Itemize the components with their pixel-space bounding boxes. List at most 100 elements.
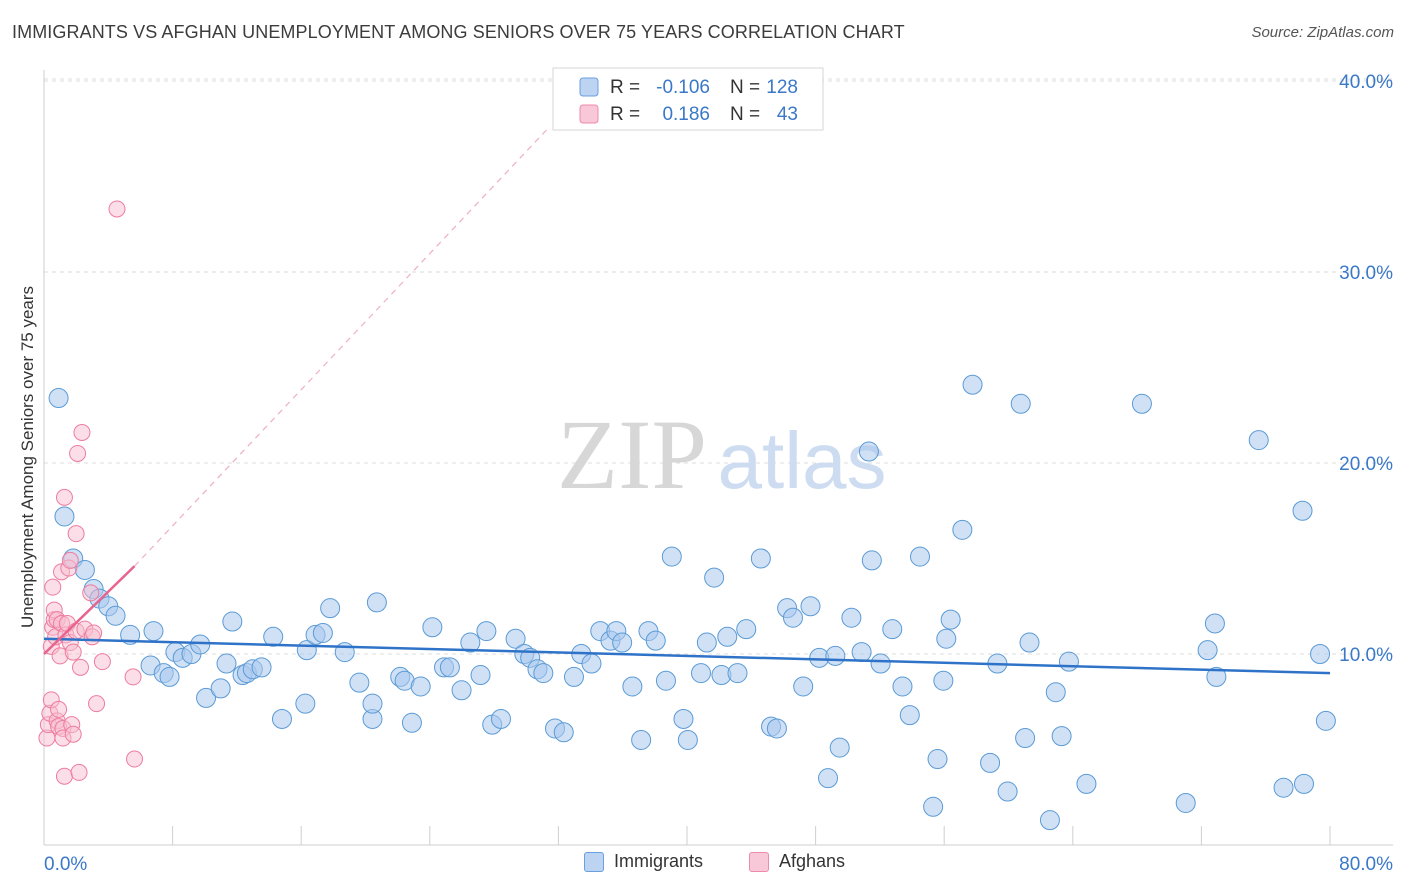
- immigrants-point[interactable]: [655, 670, 676, 691]
- immigrants-point[interactable]: [1293, 773, 1314, 794]
- immigrants-point[interactable]: [410, 676, 431, 697]
- immigrants-point[interactable]: [271, 708, 292, 729]
- immigrants-point[interactable]: [933, 670, 954, 691]
- immigrants-point[interactable]: [190, 634, 211, 655]
- immigrants-point[interactable]: [736, 619, 757, 640]
- immigrants-point[interactable]: [1248, 430, 1269, 451]
- immigrants-point[interactable]: [910, 546, 930, 567]
- immigrants-point[interactable]: [825, 645, 846, 666]
- immigrants-point[interactable]: [782, 607, 803, 628]
- immigrants-point[interactable]: [870, 653, 891, 674]
- afghans-point[interactable]: [64, 643, 82, 661]
- immigrants-point[interactable]: [962, 374, 983, 395]
- immigrants-point[interactable]: [1197, 640, 1218, 661]
- immigrants-point[interactable]: [818, 768, 839, 789]
- immigrants-point[interactable]: [677, 729, 698, 750]
- afghans-point[interactable]: [93, 653, 111, 671]
- afghans-point[interactable]: [124, 668, 142, 686]
- immigrants-point[interactable]: [1315, 710, 1336, 731]
- immigrants-point[interactable]: [1076, 773, 1097, 794]
- immigrants-point[interactable]: [505, 628, 526, 649]
- immigrants-point[interactable]: [793, 676, 814, 697]
- immigrants-point[interactable]: [851, 642, 872, 663]
- afghans-point[interactable]: [85, 624, 103, 642]
- immigrants-point[interactable]: [1292, 500, 1313, 521]
- immigrants-point[interactable]: [439, 657, 460, 678]
- immigrants-point[interactable]: [470, 665, 491, 686]
- immigrants-point[interactable]: [320, 598, 341, 619]
- immigrants-point[interactable]: [997, 781, 1018, 802]
- immigrants-point[interactable]: [533, 663, 554, 684]
- immigrants-point[interactable]: [691, 663, 711, 684]
- immigrants-point[interactable]: [936, 628, 957, 649]
- immigrants-point[interactable]: [750, 548, 771, 569]
- immigrants-point[interactable]: [766, 718, 787, 739]
- immigrants-point[interactable]: [1058, 651, 1079, 672]
- immigrants-point[interactable]: [1273, 777, 1294, 798]
- afghans-point[interactable]: [73, 423, 91, 441]
- immigrants-point[interactable]: [490, 708, 511, 729]
- immigrants-point[interactable]: [210, 678, 231, 699]
- immigrants-point[interactable]: [401, 712, 422, 733]
- immigrants-point[interactable]: [1175, 792, 1196, 813]
- afghans-point[interactable]: [69, 444, 87, 462]
- immigrants-point[interactable]: [263, 626, 284, 647]
- immigrants-point[interactable]: [48, 388, 69, 409]
- immigrants-point[interactable]: [861, 550, 882, 571]
- immigrants-point[interactable]: [899, 705, 920, 726]
- immigrants-point[interactable]: [952, 519, 973, 540]
- afghans-point[interactable]: [50, 700, 68, 718]
- immigrants-point[interactable]: [882, 619, 903, 640]
- immigrants-point[interactable]: [858, 441, 879, 462]
- immigrants-point[interactable]: [159, 666, 180, 687]
- immigrants-point[interactable]: [251, 657, 272, 678]
- immigrants-point[interactable]: [349, 672, 370, 693]
- immigrants-point[interactable]: [1015, 728, 1036, 749]
- immigrants-point[interactable]: [422, 617, 443, 638]
- immigrants-point[interactable]: [622, 676, 643, 697]
- immigrants-point[interactable]: [673, 708, 694, 729]
- afghans-point[interactable]: [82, 584, 100, 602]
- afghans-point[interactable]: [44, 578, 62, 596]
- immigrants-point[interactable]: [366, 592, 387, 613]
- afghans-point[interactable]: [88, 695, 106, 713]
- immigrants-point[interactable]: [312, 622, 333, 643]
- immigrants-point[interactable]: [1051, 726, 1072, 747]
- immigrants-point[interactable]: [696, 632, 717, 653]
- immigrants-point[interactable]: [563, 666, 584, 687]
- immigrants-point[interactable]: [829, 737, 850, 758]
- immigrants-point[interactable]: [717, 626, 738, 647]
- afghans-point[interactable]: [55, 488, 73, 506]
- immigrants-point[interactable]: [612, 632, 633, 653]
- immigrants-point[interactable]: [105, 605, 126, 626]
- bottom-legend-afghans[interactable]: Afghans: [749, 851, 845, 872]
- immigrants-point[interactable]: [645, 630, 666, 651]
- afghans-point[interactable]: [72, 658, 89, 676]
- immigrants-point[interactable]: [143, 621, 164, 642]
- bottom-legend-immigrants[interactable]: Immigrants: [584, 851, 703, 872]
- immigrants-point[interactable]: [196, 687, 217, 708]
- immigrants-point[interactable]: [940, 609, 961, 630]
- immigrants-point[interactable]: [476, 621, 497, 642]
- immigrants-point[interactable]: [1010, 393, 1031, 414]
- immigrants-point[interactable]: [927, 749, 948, 770]
- immigrants-point[interactable]: [661, 546, 682, 567]
- afghans-point[interactable]: [70, 763, 88, 781]
- afghans-point[interactable]: [61, 551, 79, 569]
- immigrants-point[interactable]: [704, 567, 725, 588]
- immigrants-point[interactable]: [1310, 644, 1331, 664]
- immigrants-point[interactable]: [1206, 666, 1227, 687]
- afghans-point[interactable]: [64, 725, 82, 743]
- immigrants-point[interactable]: [800, 596, 821, 617]
- immigrants-point[interactable]: [581, 653, 602, 674]
- immigrants-point[interactable]: [841, 607, 862, 628]
- afghans-point[interactable]: [55, 767, 73, 785]
- immigrants-point[interactable]: [631, 729, 652, 750]
- immigrants-point[interactable]: [54, 506, 75, 527]
- immigrants-point[interactable]: [451, 680, 472, 701]
- immigrants-point[interactable]: [727, 663, 748, 684]
- immigrants-point[interactable]: [553, 722, 574, 743]
- immigrants-point[interactable]: [1039, 810, 1060, 831]
- immigrants-point[interactable]: [1045, 682, 1066, 703]
- immigrants-point[interactable]: [460, 632, 481, 653]
